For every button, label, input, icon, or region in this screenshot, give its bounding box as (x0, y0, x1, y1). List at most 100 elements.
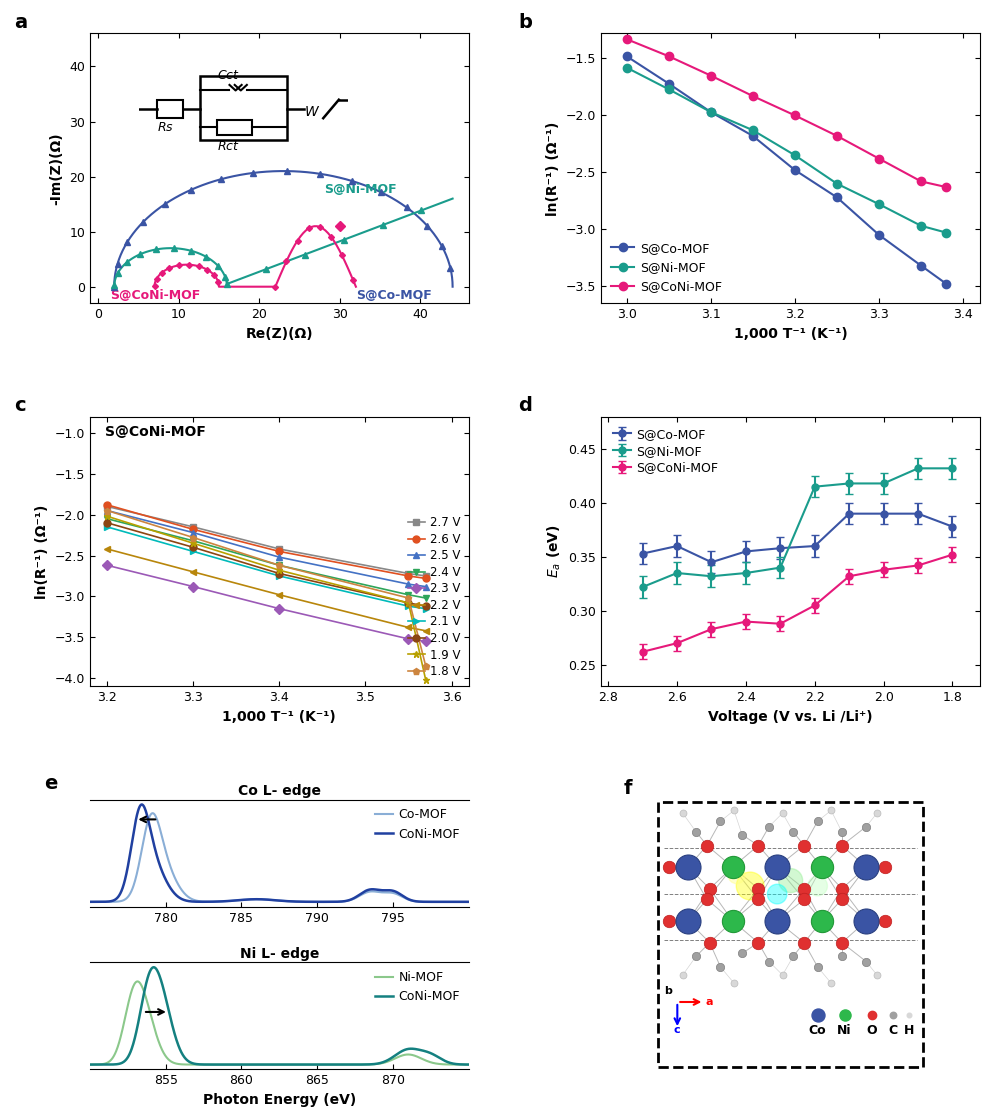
2.0 V (273, 567, 285, 580)
Co-MOF (84, 896, 96, 909)
2.7 V (187, 520, 199, 534)
Line: S@Co-MOF: S@Co-MOF (622, 52, 951, 289)
2.4 V (402, 588, 414, 602)
Y-axis label: ln(R⁻¹) (Ω⁻¹): ln(R⁻¹) (Ω⁻¹) (35, 505, 49, 598)
S@Co-MOF (915, 258, 927, 272)
Y-axis label: ln(R⁻¹) (Ω⁻¹): ln(R⁻¹) (Ω⁻¹) (546, 121, 560, 215)
CoNi-MOF (238, 893, 250, 907)
Co-MOF (147, 807, 159, 820)
Line: 2.1 V: 2.1 V (104, 524, 429, 612)
Line: CoNi-MOF: CoNi-MOF (90, 804, 469, 902)
Y-axis label: -Im(Z)(Ω): -Im(Z)(Ω) (50, 131, 64, 205)
S@Co-MOF (873, 228, 885, 242)
Co-MOF (463, 896, 475, 909)
CoNi-MOF (84, 896, 96, 909)
Ni-MOF (380, 1055, 392, 1068)
Ni-MOF (252, 1058, 264, 1072)
Title: Co L- edge: Co L- edge (238, 784, 321, 799)
Ni-MOF (387, 1053, 399, 1066)
Line: S@Ni-MOF: S@Ni-MOF (622, 63, 951, 237)
X-axis label: 1,000 T⁻¹ (K⁻¹): 1,000 T⁻¹ (K⁻¹) (222, 710, 336, 724)
Text: a: a (14, 13, 27, 32)
Co-MOF (123, 889, 135, 902)
CoNi-MOF (345, 1058, 357, 1072)
2.6 V (273, 545, 285, 558)
S@Co-MOF (747, 129, 759, 143)
Text: H: H (904, 1025, 915, 1037)
Line: 2.7 V: 2.7 V (104, 504, 429, 579)
2.0 V (420, 599, 432, 613)
CoNi-MOF (123, 856, 135, 869)
Line: 2.5 V: 2.5 V (104, 507, 429, 590)
S@Co-MOF (663, 77, 675, 90)
S@Co-MOF (789, 164, 801, 177)
S@Ni-MOF (873, 197, 885, 211)
2.5 V (273, 550, 285, 564)
CoNi-MOF (387, 1051, 399, 1064)
Co-MOF (380, 886, 392, 899)
Point (742, 877, 758, 895)
Point (810, 877, 826, 895)
Text: b: b (518, 13, 532, 32)
Bar (658, 802, 923, 1067)
2.7 V (101, 500, 113, 514)
CoNi-MOF (238, 1058, 250, 1072)
Ni-MOF (463, 1058, 475, 1072)
S@CoNi-MOF (831, 129, 843, 143)
1.9 V (402, 596, 414, 609)
Ni-MOF (238, 1058, 250, 1072)
2.2 V (273, 588, 285, 602)
2.3 V (101, 558, 113, 571)
1.8 V (402, 592, 414, 605)
Point (783, 871, 799, 889)
Text: S@Co-MOF: S@Co-MOF (356, 289, 432, 302)
S@Co-MOF (831, 190, 843, 204)
CoNi-MOF (387, 883, 399, 897)
Text: S@CoNi-MOF: S@CoNi-MOF (110, 289, 200, 302)
Text: Co: Co (809, 1025, 826, 1037)
S@Ni-MOF (789, 148, 801, 162)
2.3 V (187, 580, 199, 594)
1.9 V (420, 673, 432, 686)
1.8 V (420, 659, 432, 673)
Text: f: f (623, 780, 632, 799)
Y-axis label: $\it{E}$$_a$ (eV): $\it{E}$$_a$ (eV) (546, 525, 563, 578)
2.7 V (402, 567, 414, 580)
S@Ni-MOF (831, 177, 843, 190)
S@Ni-MOF (915, 219, 927, 233)
S@Co-MOF (705, 106, 717, 119)
S@CoNi-MOF (747, 89, 759, 102)
Co-MOF (344, 893, 356, 907)
Text: b: b (664, 986, 672, 996)
2.3 V (273, 602, 285, 615)
2.6 V (187, 522, 199, 536)
Text: C: C (889, 1025, 898, 1037)
CoNi-MOF (251, 892, 263, 906)
CoNi-MOF (380, 883, 392, 897)
Legend: Ni-MOF, CoNi-MOF: Ni-MOF, CoNi-MOF (372, 969, 462, 1006)
S@Co-MOF (621, 49, 633, 62)
S@Ni-MOF (663, 82, 675, 96)
2.1 V (273, 569, 285, 583)
Point (729, 867, 745, 885)
2.0 V (402, 596, 414, 609)
Line: Co-MOF: Co-MOF (90, 813, 469, 902)
Ni-MOF (345, 1058, 357, 1072)
Line: 2.2 V: 2.2 V (104, 546, 429, 634)
Point (769, 886, 785, 903)
2.7 V (420, 569, 432, 583)
Text: e: e (45, 774, 58, 793)
X-axis label: 1,000 T⁻¹ (K⁻¹): 1,000 T⁻¹ (K⁻¹) (734, 326, 848, 341)
S@CoNi-MOF (705, 69, 717, 82)
Co-MOF (238, 893, 250, 907)
2.1 V (187, 545, 199, 558)
Line: 2.3 V: 2.3 V (104, 561, 429, 645)
X-axis label: Re(Z)(Ω): Re(Z)(Ω) (246, 326, 313, 341)
CoNi-MOF (463, 896, 475, 909)
2.4 V (420, 592, 432, 605)
Legend: Co-MOF, CoNi-MOF: Co-MOF, CoNi-MOF (372, 805, 462, 843)
X-axis label: Photon Energy (eV): Photon Energy (eV) (203, 1093, 356, 1107)
S@Ni-MOF (621, 61, 633, 75)
S@Ni-MOF (747, 124, 759, 137)
Legend: S@Co-MOF, S@Ni-MOF, S@CoNi-MOF: S@Co-MOF, S@Ni-MOF, S@CoNi-MOF (608, 423, 723, 479)
